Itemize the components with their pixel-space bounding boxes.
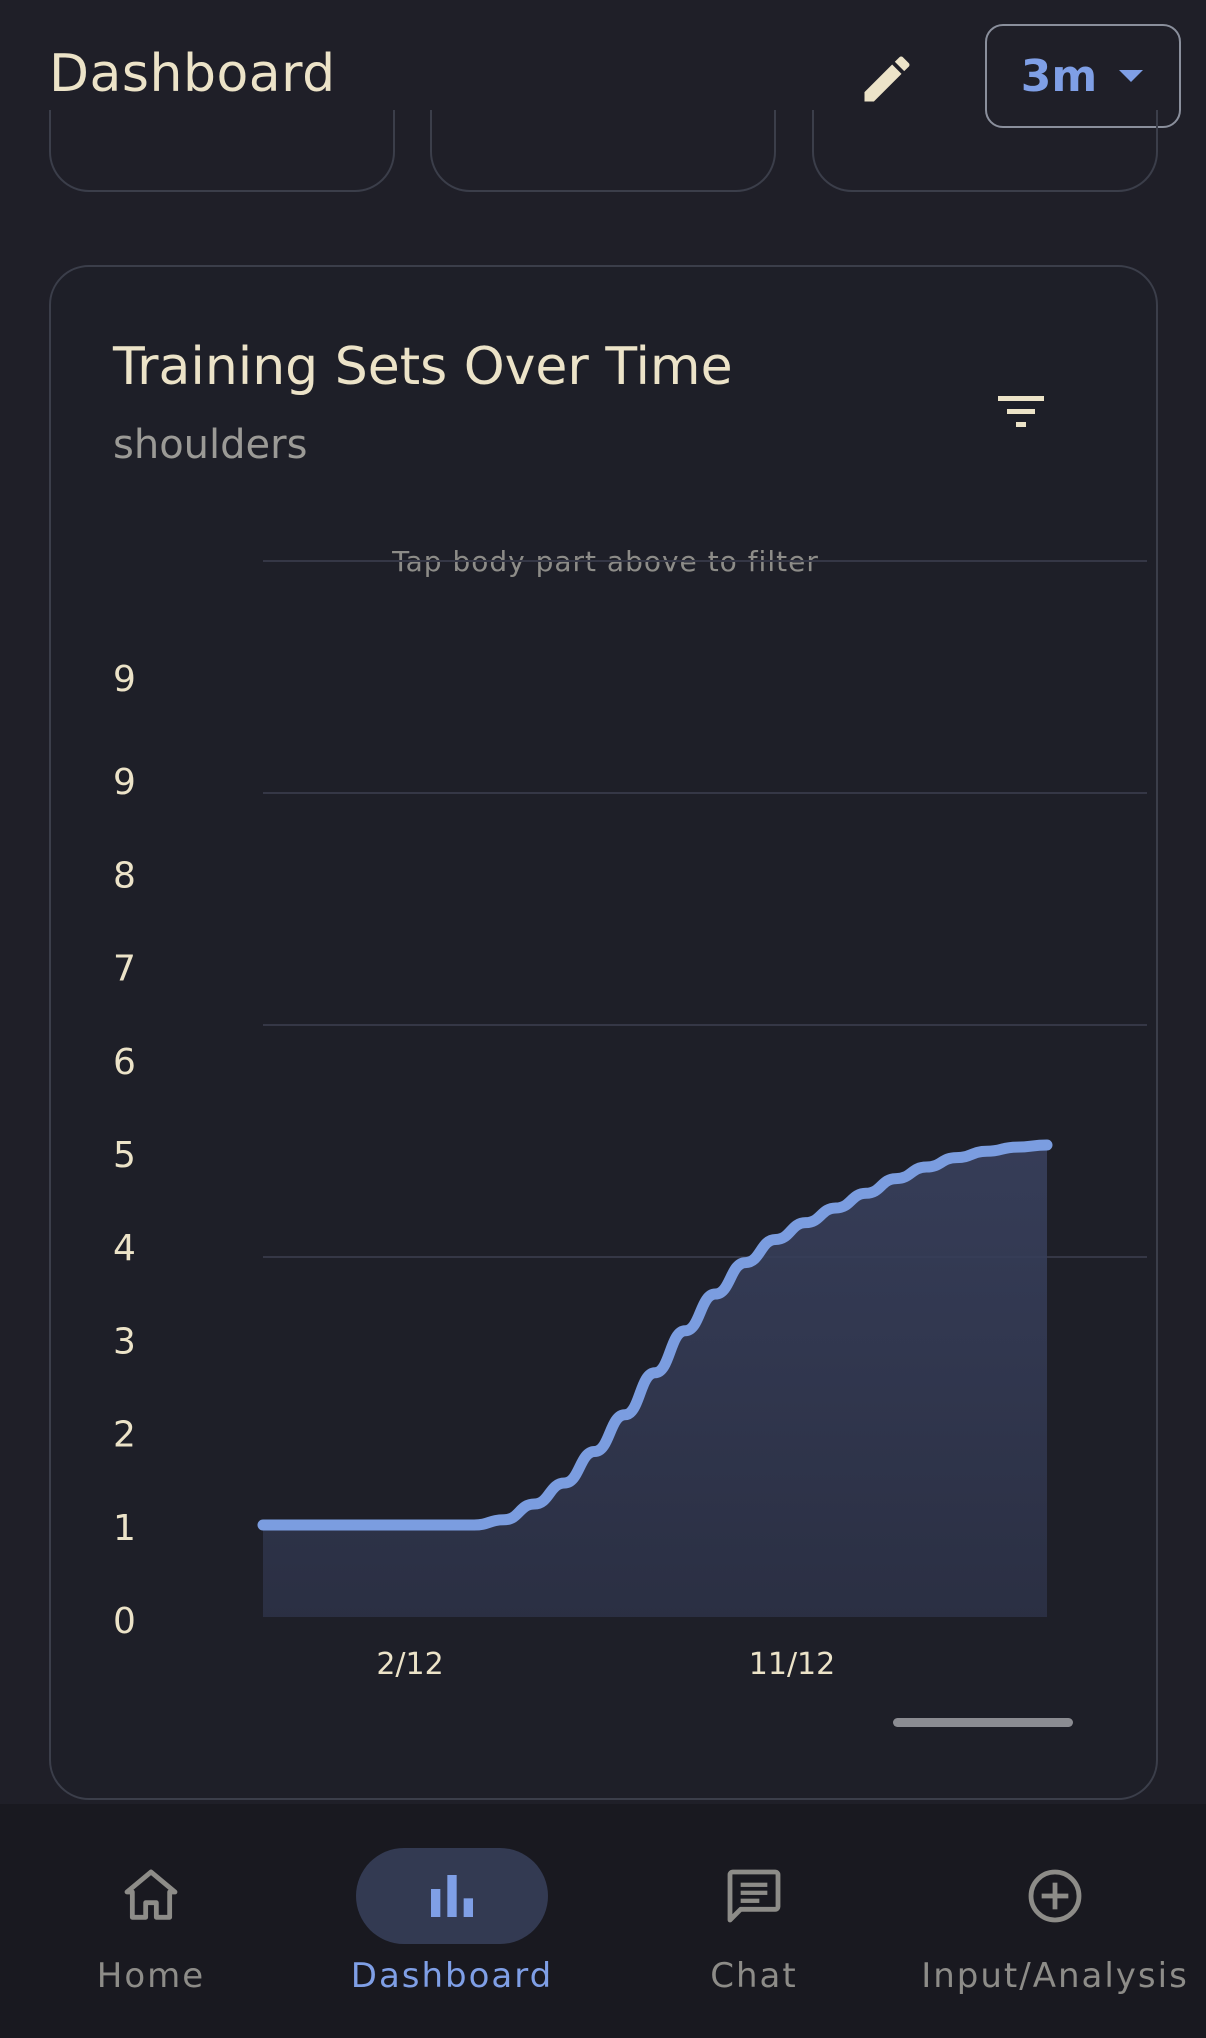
horizontal-scrollbar[interactable] (893, 1718, 1073, 1727)
nav-label-input-analysis: Input/Analysis (921, 1956, 1189, 1996)
y-tick-label: 6 (113, 1042, 136, 1083)
y-tick-label: 0 (113, 1601, 136, 1642)
caret-down-icon (1119, 70, 1144, 82)
stat-card-partial[interactable] (430, 110, 776, 192)
y-tick-label: 9 (113, 659, 136, 700)
home-icon (124, 1869, 178, 1920)
y-tick-label: 7 (113, 949, 136, 990)
time-range-label: 3m (1020, 50, 1098, 102)
y-tick-label: 3 (113, 1321, 136, 1362)
add-circle-icon (1028, 1869, 1082, 1923)
nav-item-input-analysis[interactable]: Input/Analysis (921, 1804, 1187, 2038)
series-area (263, 1145, 1047, 1617)
pencil-icon (864, 56, 910, 102)
y-tick-label: 2 (113, 1415, 136, 1456)
nav-label-chat: Chat (710, 1956, 798, 1996)
y-tick-label: 9 (113, 762, 136, 803)
x-tick-label: 11/12 (749, 1647, 835, 1682)
x-tick-label: 2/12 (376, 1647, 443, 1682)
nav-item-dashboard[interactable]: Dashboard (351, 1804, 551, 2038)
time-range-dropdown[interactable]: 3m (985, 24, 1181, 128)
filter-button[interactable] (986, 377, 1056, 447)
bottom-navigation: Home Dashboard Chat (0, 1804, 1206, 2038)
stat-card-partial[interactable] (812, 110, 1158, 192)
bar-chart-icon (431, 1875, 473, 1917)
filter-icon (998, 396, 1044, 427)
card-subtitle: shoulders (113, 422, 308, 468)
page-title: Dashboard (49, 44, 336, 104)
y-tick-label: 8 (113, 855, 136, 896)
nav-item-chat[interactable]: Chat (658, 1804, 850, 2038)
chat-icon (727, 1869, 781, 1923)
y-tick-label: 5 (113, 1135, 136, 1176)
stat-card-partial[interactable] (49, 110, 395, 192)
card-title: Training Sets Over Time (113, 337, 733, 397)
nav-label-home: Home (96, 1956, 206, 1996)
y-tick-label: 4 (113, 1228, 136, 1269)
nav-item-home[interactable]: Home (55, 1804, 247, 2038)
edit-button[interactable] (852, 44, 922, 114)
nav-label-dashboard: Dashboard (350, 1956, 554, 1996)
training-sets-card: Training Sets Over Time shoulders Tap bo… (49, 265, 1158, 1800)
training-sets-chart: 9 9 8 7 6 5 4 3 2 1 0 2/12 11/12 (113, 560, 1147, 1727)
y-tick-label: 1 (113, 1508, 136, 1549)
app-header: Dashboard 3m (0, 0, 1206, 150)
